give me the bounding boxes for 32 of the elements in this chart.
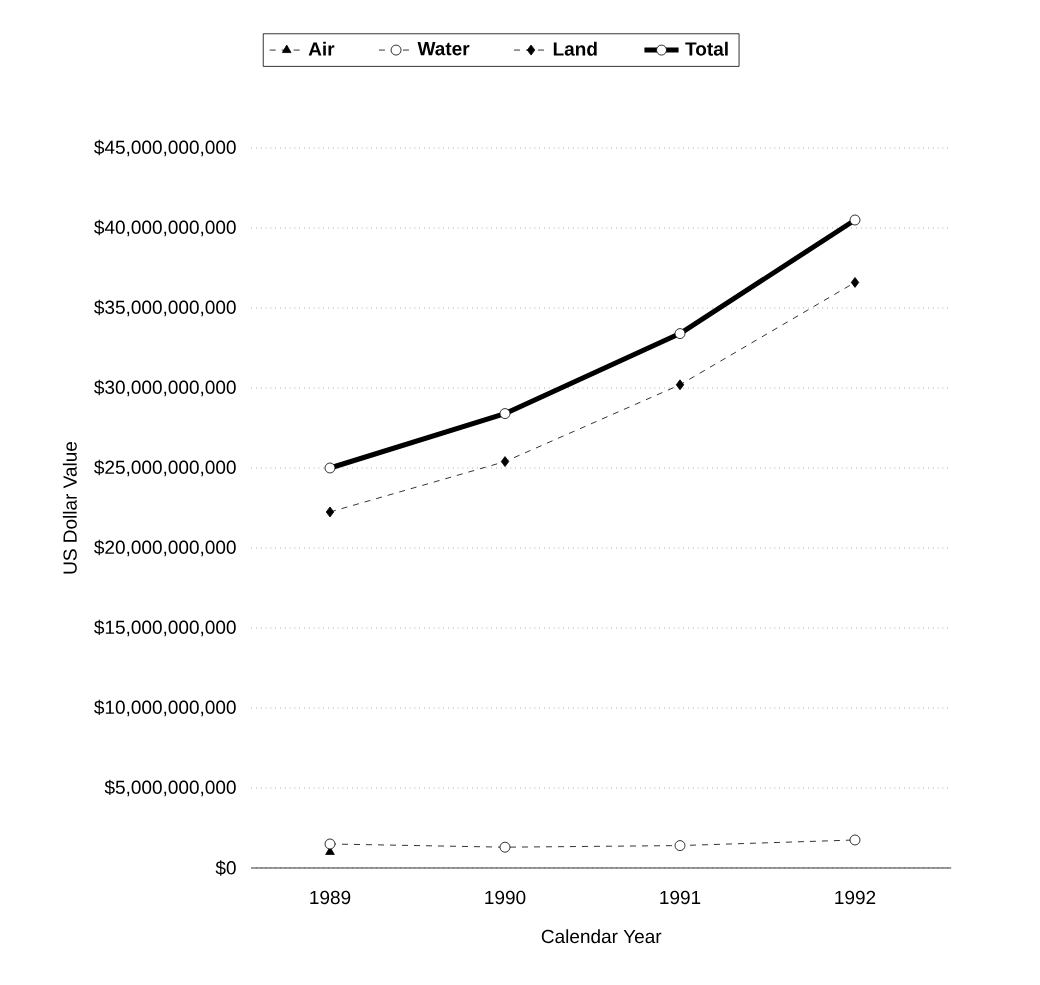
- x-tick-label: 1992: [835, 890, 876, 905]
- point: [324, 462, 336, 474]
- y-tick-label: $10,000,000,000: [94, 699, 236, 717]
- y-tick-label: $25,000,000,000: [94, 459, 236, 477]
- y-tick-label: $40,000,000,000: [94, 219, 236, 237]
- y-tick-label: $30,000,000,000: [94, 379, 236, 397]
- x-axis-title: Calendar Year: [541, 929, 662, 944]
- y-tick-label: $0: [215, 860, 236, 876]
- point: [849, 834, 861, 846]
- point: [499, 841, 511, 853]
- point: [850, 277, 860, 288]
- x-tick-label: 1989: [310, 890, 351, 905]
- point: [674, 840, 686, 851]
- point: [675, 379, 685, 391]
- point: [849, 214, 861, 226]
- y-tick-label: $5,000,000,000: [104, 779, 236, 797]
- legend-label: Land: [553, 41, 597, 56]
- y-tick-label: $45,000,000,000: [94, 139, 236, 157]
- legend-label: Total: [685, 41, 728, 56]
- y-tick-label: $20,000,000,000: [94, 539, 236, 557]
- x-tick-label: 1990: [485, 890, 526, 905]
- y-tick-label: $15,000,000,000: [94, 619, 236, 637]
- point: [325, 506, 335, 518]
- x-tick-label: 1991: [660, 890, 701, 905]
- legend-label: Air: [308, 41, 335, 56]
- point: [674, 328, 686, 339]
- legend-label: Water: [417, 42, 470, 56]
- y-tick-label: $35,000,000,000: [94, 299, 236, 317]
- point: [499, 408, 511, 419]
- y-axis-title: US Dollar Value: [62, 441, 77, 574]
- point: [500, 456, 510, 467]
- point: [324, 838, 336, 850]
